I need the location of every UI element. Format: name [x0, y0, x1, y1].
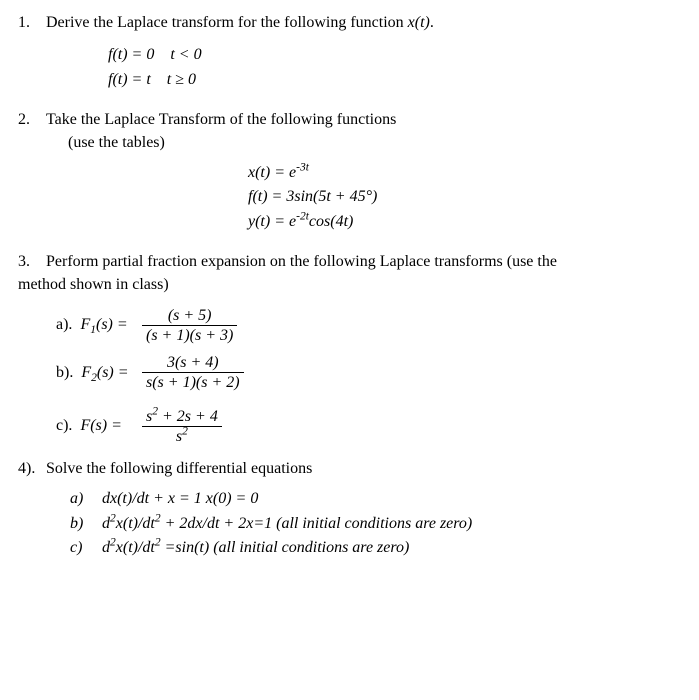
problem-3-subitems: a). F1(s) = (s + 5) (s + 1)(s + 3) b). F… — [18, 306, 681, 446]
p3-b-letter: b). — [56, 364, 73, 381]
p1-eq1: f(t) = 0 t < 0 — [108, 44, 681, 66]
p3-c-den-exp: 2 — [182, 426, 188, 438]
p3-a: a). F1(s) = (s + 5) (s + 1)(s + 3) — [56, 306, 681, 345]
p3-a-mid: (s) = — [96, 316, 128, 333]
problem-2-text-line1: Take the Laplace Transform of the follow… — [46, 109, 396, 131]
p2-eq1-exp: -3t — [296, 162, 309, 174]
p4-b-c: + 2dx/dt + 2x=1 (all initial conditions … — [161, 515, 473, 532]
p3-b-frac: 3(s + 4) s(s + 1)(s + 2) — [142, 353, 244, 392]
p3-a-letter: a). — [56, 316, 72, 333]
p4-b-label: b) — [70, 513, 102, 535]
p4-a-label: a) — [70, 488, 102, 510]
problem-1: 1. Derive the Laplace transform for the … — [18, 12, 681, 91]
p2-eq3-exp: -2t — [296, 210, 309, 222]
problem-2-intro: 2. Take the Laplace Transform of the fol… — [18, 109, 681, 131]
problem-1-intro: 1. Derive the Laplace transform for the … — [18, 12, 681, 34]
problem-2-text-line2: (use the tables) — [68, 132, 681, 154]
p2-eq3-a: y(t) = e — [248, 213, 296, 230]
p4-c-c: =sin(t) (all initial conditions are zero… — [161, 539, 410, 556]
p3-c-lhs: F(s) = — [80, 417, 121, 434]
p3-c: c). F(s) = s2 + 2s + 4 s2 — [56, 407, 681, 446]
p3-b: b). F2(s) = 3(s + 4) s(s + 1)(s + 2) — [56, 353, 681, 392]
problem-1-equations: f(t) = 0 t < 0 f(t) = t t ≥ 0 — [108, 44, 681, 91]
p3-b-mid: (s) = — [97, 364, 129, 381]
p3-c-num-b: + 2s + 4 — [158, 408, 218, 425]
p2-eq1-base: x(t) = e — [248, 164, 296, 181]
p4-c: c) d2x(t)/dt2 =sin(t) (all initial condi… — [70, 537, 681, 559]
p4-b-a: d — [102, 515, 110, 532]
p3-a-num: (s + 5) — [142, 306, 237, 326]
p3-a-frac: (s + 5) (s + 1)(s + 3) — [142, 306, 237, 345]
p1-eq2: f(t) = t t ≥ 0 — [108, 69, 681, 91]
problem-2-equations: x(t) = e-3t f(t) = 3sin(5t + 45°) y(t) =… — [248, 162, 681, 233]
p3-a-F: F — [80, 316, 90, 333]
p4-b-b: x(t)/dt — [116, 515, 155, 532]
problem-3-text-line2: method shown in class) — [18, 274, 681, 296]
p2-eq3-b: cos(4t) — [309, 213, 353, 230]
p3-c-letter: c). — [56, 417, 72, 434]
p1-eq1-cond: t < 0 — [170, 46, 201, 63]
p3-c-num: s2 + 2s + 4 — [142, 407, 222, 427]
p1-eq2-lhs: f(t) = t — [108, 71, 151, 88]
problem-3: 3. Perform partial fraction expansion on… — [18, 251, 681, 446]
p2-eq3: y(t) = e-2tcos(4t) — [248, 211, 681, 233]
p3-b-num: 3(s + 4) — [142, 353, 244, 373]
p3-b-den: s(s + 1)(s + 2) — [142, 373, 244, 392]
p4-c-a: d — [102, 539, 110, 556]
problem-1-text: Derive the Laplace transform for the fol… — [46, 12, 434, 34]
problem-4-number: 4). — [18, 458, 46, 480]
problem-4-text: Solve the following differential equatio… — [46, 458, 312, 480]
p3-b-F: F — [81, 364, 91, 381]
p4-a-body: dx(t)/dt + x = 1 x(0) = 0 — [102, 488, 258, 510]
p4-c-b: x(t)/dt — [116, 539, 155, 556]
p3-c-frac: s2 + 2s + 4 s2 — [142, 407, 222, 446]
p3-a-den: (s + 1)(s + 3) — [142, 326, 237, 345]
p4-b: b) d2x(t)/dt2 + 2dx/dt + 2x=1 (all initi… — [70, 513, 681, 535]
problem-3-number: 3. — [18, 251, 46, 273]
problem-3-text-line1: Perform partial fraction expansion on th… — [46, 251, 557, 273]
problem-4-intro: 4). Solve the following differential equ… — [18, 458, 681, 480]
p1-eq2-cond: t ≥ 0 — [167, 71, 196, 88]
p2-eq2: f(t) = 3sin(5t + 45°) — [248, 186, 681, 208]
p3-c-den: s2 — [142, 427, 222, 446]
p3-a-label: a). F1(s) = — [56, 314, 142, 336]
p4-c-label: c) — [70, 537, 102, 559]
problem-1-number: 1. — [18, 12, 46, 34]
p4-b-body: d2x(t)/dt2 + 2dx/dt + 2x=1 (all initial … — [102, 513, 472, 535]
p3-c-label: c). F(s) = — [56, 415, 142, 437]
p2-eq1: x(t) = e-3t — [248, 162, 681, 184]
p4-c-body: d2x(t)/dt2 =sin(t) (all initial conditio… — [102, 537, 409, 559]
problem-2-number: 2. — [18, 109, 46, 131]
p3-b-label: b). F2(s) = — [56, 362, 142, 384]
problem-4-subitems: a) dx(t)/dt + x = 1 x(0) = 0 b) d2x(t)/d… — [70, 488, 681, 559]
problem-2: 2. Take the Laplace Transform of the fol… — [18, 109, 681, 233]
p1-eq1-lhs: f(t) = 0 — [108, 46, 154, 63]
p4-a: a) dx(t)/dt + x = 1 x(0) = 0 — [70, 488, 681, 510]
problem-3-intro: 3. Perform partial fraction expansion on… — [18, 251, 681, 273]
problem-4: 4). Solve the following differential equ… — [18, 458, 681, 560]
